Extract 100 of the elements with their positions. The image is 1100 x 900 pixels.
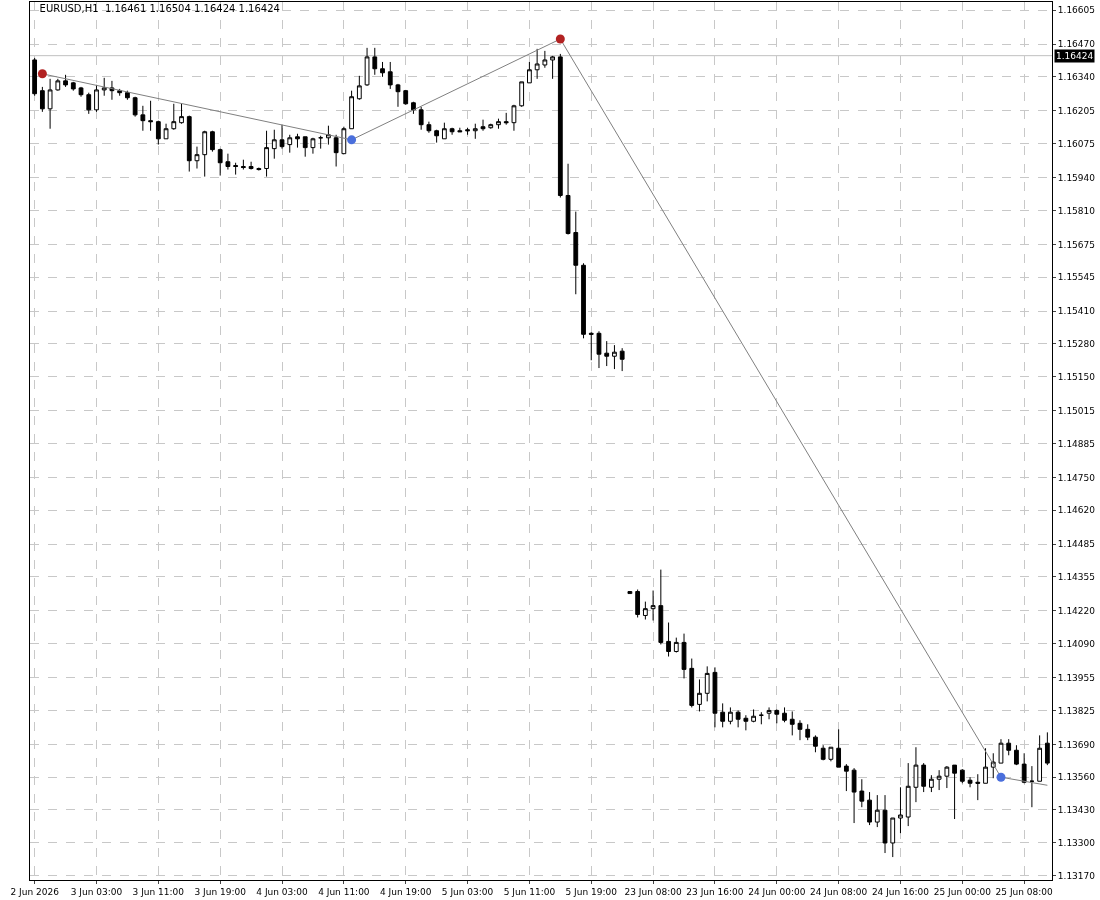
candlestick xyxy=(434,129,440,144)
candlestick xyxy=(125,90,130,101)
candlestick xyxy=(975,773,981,801)
candlestick xyxy=(797,719,803,741)
x-tick-label: 2 Jun 2026 xyxy=(10,886,60,897)
candlestick xyxy=(472,123,478,140)
y-tick-label: 1.16470 xyxy=(1057,39,1096,50)
candlestick xyxy=(588,331,594,361)
candlestick xyxy=(867,791,872,826)
candlestick xyxy=(217,148,223,177)
candlestick xyxy=(148,100,153,132)
candlestick xyxy=(697,678,702,712)
candlestick xyxy=(813,734,818,753)
candlestick xyxy=(426,121,432,134)
candlestick xyxy=(132,96,138,118)
candlestick xyxy=(279,124,285,150)
candlestick xyxy=(356,75,362,101)
candlestick xyxy=(1006,738,1012,756)
candlestick xyxy=(681,633,687,679)
point xyxy=(347,135,357,145)
y-tick-label: 1.15545 xyxy=(1057,272,1096,283)
candlestick xyxy=(140,105,146,132)
candlestick xyxy=(256,167,262,172)
candlestick xyxy=(534,48,540,80)
candlestick xyxy=(820,744,826,761)
x-tick-label: 5 Jun 03:00 xyxy=(441,886,494,897)
candlestick xyxy=(1014,744,1019,766)
candlestick xyxy=(310,137,316,155)
x-tick-label: 4 Jun 11:00 xyxy=(318,886,370,897)
y-tick-label: 1.15280 xyxy=(1057,339,1096,350)
candlestick xyxy=(874,794,880,828)
point xyxy=(996,772,1006,782)
y-tick-label: 1.15015 xyxy=(1057,405,1096,416)
candlestick xyxy=(341,126,347,155)
candlestick xyxy=(202,130,208,178)
candlestick xyxy=(78,86,84,98)
candlestick xyxy=(944,765,950,789)
candlestick xyxy=(642,601,648,620)
y-tick-label: 1.15410 xyxy=(1057,306,1096,317)
candlestick xyxy=(225,153,231,171)
candlestick xyxy=(673,637,679,653)
candlestick xyxy=(1021,752,1027,784)
y-tick-label: 1.13955 xyxy=(1057,672,1096,683)
candlestick xyxy=(983,747,988,784)
candlestick xyxy=(326,125,331,146)
candlestick xyxy=(581,262,586,339)
candlestick xyxy=(550,55,555,80)
candlestick xyxy=(635,589,641,618)
candlestick xyxy=(403,89,409,106)
candlestick xyxy=(503,112,509,126)
x-tick-label: 24 Jun 16:00 xyxy=(871,886,930,897)
candlestick xyxy=(851,767,857,824)
candlestick xyxy=(94,84,99,113)
candlestick xyxy=(573,211,579,295)
y-tick-label: 1.14750 xyxy=(1057,472,1096,483)
y-tick-label: 1.13430 xyxy=(1057,805,1096,816)
candlestick xyxy=(913,746,919,803)
candlestick xyxy=(63,74,68,88)
candlestick xyxy=(859,778,865,808)
candlestick xyxy=(805,723,811,741)
y-tick-label: 1.14620 xyxy=(1057,505,1096,516)
candlestick xyxy=(604,340,610,367)
candlestick xyxy=(782,706,787,723)
candlestick xyxy=(179,103,184,125)
x-tick-label: 4 Jun 19:00 xyxy=(379,886,432,897)
candlestick xyxy=(186,115,192,173)
candlestick xyxy=(890,817,896,858)
candlestick xyxy=(766,706,772,720)
y-tick-label: 1.16340 xyxy=(1057,71,1096,82)
candlestick xyxy=(735,709,741,728)
candlestick xyxy=(627,591,633,595)
x-tick-label: 3 Jun 11:00 xyxy=(132,886,185,897)
candlestick xyxy=(55,78,61,92)
candlestick xyxy=(39,86,45,113)
ref-line-label: 1.16424 xyxy=(1056,51,1094,61)
x-tick-label: 24 Jun 08:00 xyxy=(810,886,868,897)
candlestick xyxy=(565,163,571,236)
candlestick xyxy=(248,161,254,171)
candlestick xyxy=(457,127,463,133)
candlestick xyxy=(720,702,726,728)
candlestick xyxy=(233,162,239,176)
candlestick xyxy=(333,134,339,168)
x-tick-label: 3 Jun 03:00 xyxy=(70,886,123,897)
candlestick xyxy=(488,123,494,130)
y-tick-label: 1.13170 xyxy=(1057,870,1096,881)
x-tick-label: 5 Jun 11:00 xyxy=(503,886,556,897)
candlestick xyxy=(271,129,277,160)
candlestick xyxy=(936,769,942,791)
chart-title: EURUSD,H1 1.16461 1.16504 1.16424 1.16424 xyxy=(39,2,280,14)
candlestick xyxy=(194,146,200,170)
x-tick-label: 23 Jun 08:00 xyxy=(624,886,682,897)
candlestick xyxy=(210,130,215,153)
candlestick xyxy=(86,92,92,115)
candlestick xyxy=(758,711,764,725)
x-tick-label: 23 Jun 16:00 xyxy=(686,886,744,897)
candlestick xyxy=(441,122,447,140)
candlestick xyxy=(789,710,795,736)
candlestick xyxy=(898,786,903,834)
candlestick xyxy=(465,127,470,136)
candlestick xyxy=(612,344,617,370)
